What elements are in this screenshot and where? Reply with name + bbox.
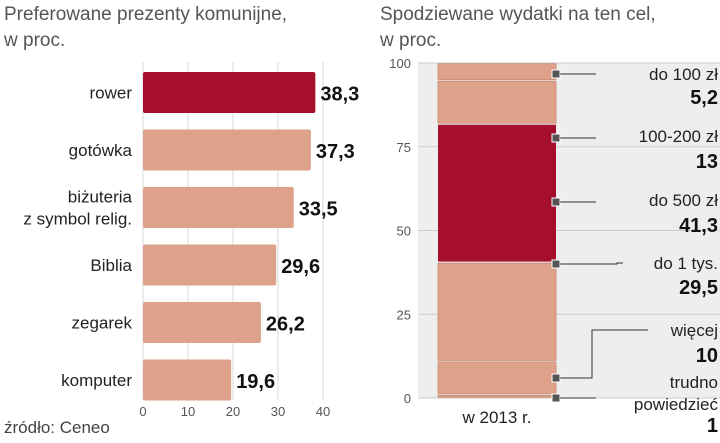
left-chart-title-line-2: w proc. <box>4 30 66 51</box>
value-label: 29,6 <box>281 256 320 278</box>
segment-marker <box>551 197 561 207</box>
right-chart-title: Spodziewane wydatki na ten cel, w proc. <box>380 2 656 54</box>
segment-value: 41,3 <box>679 215 718 237</box>
leader-line <box>560 262 623 265</box>
segment-value: 13 <box>696 151 718 173</box>
x-tick-label: 30 <box>271 404 285 419</box>
bar <box>143 244 277 286</box>
segment-marker <box>551 259 561 269</box>
segment-label: powiedzieć <box>634 395 719 414</box>
segment-label: 100-200 zł <box>639 127 719 146</box>
value-label: 33,5 <box>299 199 338 221</box>
y-tick-label: 50 <box>397 224 411 239</box>
stack-segment <box>438 124 556 262</box>
segment-label: do 100 zł <box>649 65 718 84</box>
value-label: 19,6 <box>236 371 275 393</box>
x-tick-label: 20 <box>226 404 240 419</box>
segment-value: 1 <box>707 415 718 437</box>
segment-value: 29,5 <box>679 277 718 299</box>
x-tick-label: 0 <box>139 404 146 419</box>
category-label: gotówka <box>69 141 133 160</box>
segment-label: trudno <box>670 373 718 392</box>
segment-value: 10 <box>696 345 718 367</box>
right-chart-title-line-2: w proc. <box>380 30 442 51</box>
left-chart-title-line-1: Preferowane prezenty komunijne, <box>4 4 288 25</box>
stack-segment <box>437 361 557 395</box>
value-label: 38,3 <box>320 84 359 106</box>
category-label: biżuteria <box>68 188 133 207</box>
y-tick-label: 75 <box>397 140 411 155</box>
segment-marker <box>551 133 561 143</box>
source-note: źródło: Ceneo <box>4 418 110 437</box>
stack-segment <box>437 262 557 361</box>
right-chart-title-line-1: Spodziewane wydatki na ten cel, <box>380 4 656 25</box>
x-tick-label: 40 <box>316 404 330 419</box>
spending-stacked-chart: 0 25 50 75 100 do 100 zł 5,2 100-200 zł 13 do 500… <box>389 56 720 437</box>
y-tick-label: 0 <box>404 391 411 406</box>
category-label: zegarek <box>72 314 133 333</box>
stack-segment <box>437 63 557 81</box>
bar <box>143 72 316 113</box>
segment-marker <box>551 393 561 403</box>
stack-segment <box>437 80 557 124</box>
bar <box>143 359 232 401</box>
stack-segment <box>437 394 557 398</box>
bar <box>143 302 261 343</box>
leader-line <box>560 329 648 379</box>
x-category-label: w 2013 r. <box>462 408 532 427</box>
value-label: 26,2 <box>266 314 305 336</box>
segment-marker <box>551 69 561 79</box>
segment-label: więcej <box>670 321 718 340</box>
category-label: Biblia <box>90 256 132 275</box>
y-tick-label: 25 <box>397 307 411 322</box>
category-label: komputer <box>61 371 132 390</box>
segment-value: 5,2 <box>690 87 718 109</box>
segment-label: do 1 tys. <box>654 254 718 273</box>
bar <box>143 187 294 228</box>
segment-marker <box>551 373 561 383</box>
x-tick-label: 10 <box>181 404 195 419</box>
bar <box>143 129 311 171</box>
category-label: z symbol relig. <box>23 210 132 229</box>
gifts-bar-chart: 0 10 20 30 40 rower 38,3 gotówka 37,3 biżuteria z … <box>23 62 359 419</box>
y-tick-label: 100 <box>389 56 411 71</box>
left-chart-title: Preferowane prezenty komunijne, w proc. <box>4 2 287 54</box>
value-label: 37,3 <box>316 141 355 163</box>
category-label: rower <box>89 84 132 103</box>
segment-label: do 500 zł <box>649 191 718 210</box>
